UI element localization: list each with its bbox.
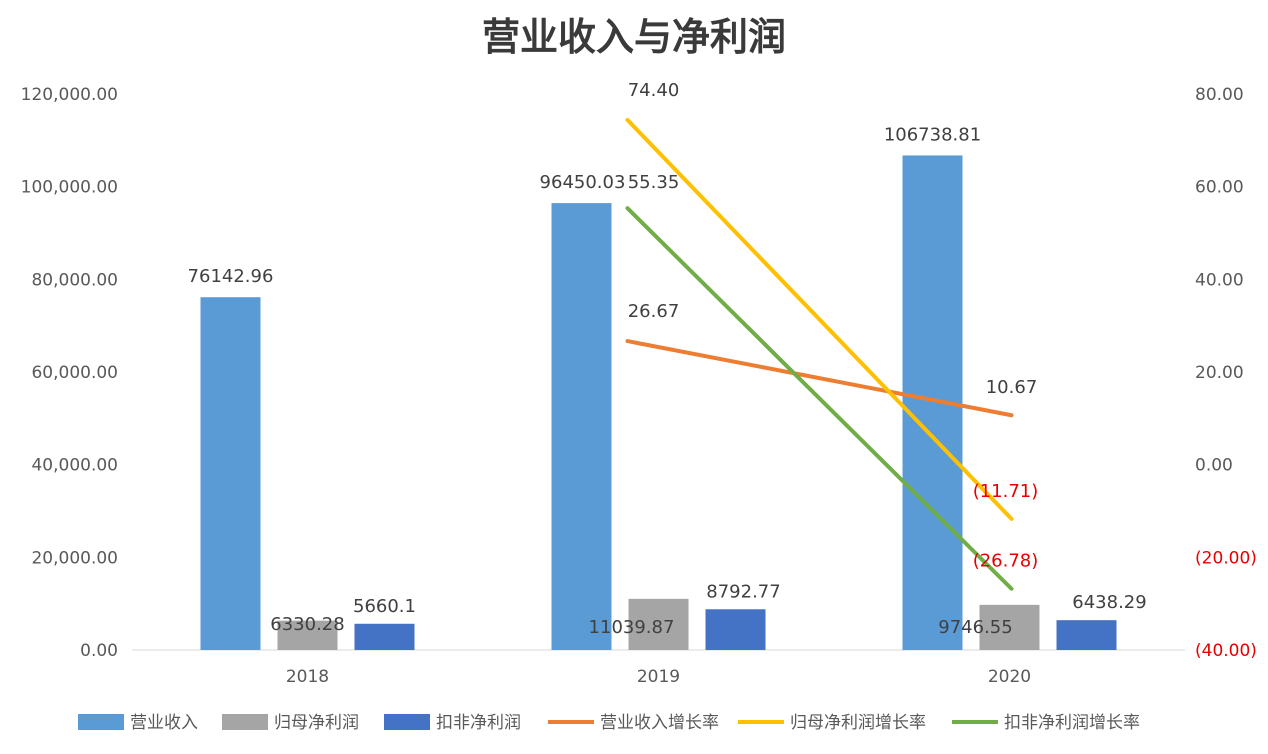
line-data-label: 26.67 [628, 301, 680, 322]
y-left-tick-label: 80,000.00 [31, 270, 118, 290]
y-right-tick-label: (20.00) [1195, 548, 1257, 568]
chart-title: 营业收入与净利润 [482, 15, 786, 59]
legend-label: 扣非净利润 [436, 713, 521, 733]
series-line [625, 117, 1014, 521]
y-right-tick-label: (40.00) [1195, 641, 1257, 661]
bar-data-label: 106738.81 [884, 124, 981, 145]
bar [200, 297, 261, 650]
legend-swatch [384, 714, 430, 730]
y-right-tick-label: 0.00 [1195, 456, 1233, 476]
bar [277, 620, 338, 650]
bar-data-label: 76142.96 [188, 266, 274, 287]
legend-item: 归母净利润增长率 [738, 713, 926, 733]
y-left-tick-label: 20,000.00 [31, 548, 118, 568]
bar [628, 598, 689, 650]
y-left-tick-label: 60,000.00 [31, 363, 118, 383]
legend-swatch [78, 714, 124, 730]
bar [354, 623, 415, 650]
legend-item: 扣非净利润 [384, 713, 521, 733]
legend-item: 营业收入 [78, 713, 198, 733]
bar [1056, 620, 1117, 650]
y-left-tick-label: 100,000.00 [21, 178, 118, 198]
legend-label: 归母净利润增长率 [790, 713, 926, 733]
bar-data-label: 6330.28 [270, 614, 344, 635]
y-right-tick-label: 60.00 [1195, 178, 1244, 198]
line-data-label: (26.78) [973, 551, 1039, 572]
bar-data-label: 9746.55 [938, 617, 1012, 638]
y-left-tick-label: 120,000.00 [21, 85, 118, 105]
bar-data-label: 8792.77 [706, 581, 780, 602]
legend-item: 扣非净利润增长率 [952, 713, 1140, 733]
legend-item: 归母净利润 [222, 713, 359, 733]
legend-item: 营业收入增长率 [548, 713, 719, 733]
bar-data-label: 5660.1 [353, 596, 416, 617]
bar-data-label: 6438.29 [1072, 592, 1146, 613]
y-right-tick-label: 80.00 [1195, 85, 1244, 105]
y-right-tick-label: 20.00 [1195, 363, 1244, 383]
x-tick-label: 2018 [286, 667, 329, 687]
y-left-tick-label: 40,000.00 [31, 456, 118, 476]
bar [551, 203, 612, 650]
line-data-label: (11.71) [973, 481, 1039, 502]
series-line [625, 339, 1014, 418]
line-data-label: 10.67 [986, 377, 1038, 398]
legend-swatch [222, 714, 268, 730]
bar [979, 604, 1040, 650]
legend-label: 营业收入增长率 [600, 713, 719, 733]
x-tick-label: 2019 [637, 667, 680, 687]
legend-label: 扣非净利润增长率 [1004, 713, 1140, 733]
series-line [625, 206, 1014, 591]
bar-data-label: 11039.87 [589, 617, 675, 638]
legend-label: 营业收入 [130, 713, 198, 733]
line-data-label: 55.35 [628, 172, 680, 193]
bar [705, 609, 766, 650]
legend-label: 归母净利润 [274, 713, 359, 733]
y-left-tick-label: 0.00 [80, 641, 118, 661]
bar-data-label: 96450.03 [540, 172, 626, 193]
line-data-label: 74.40 [628, 80, 680, 101]
y-right-tick-label: 40.00 [1195, 270, 1244, 290]
x-tick-label: 2020 [988, 667, 1031, 687]
